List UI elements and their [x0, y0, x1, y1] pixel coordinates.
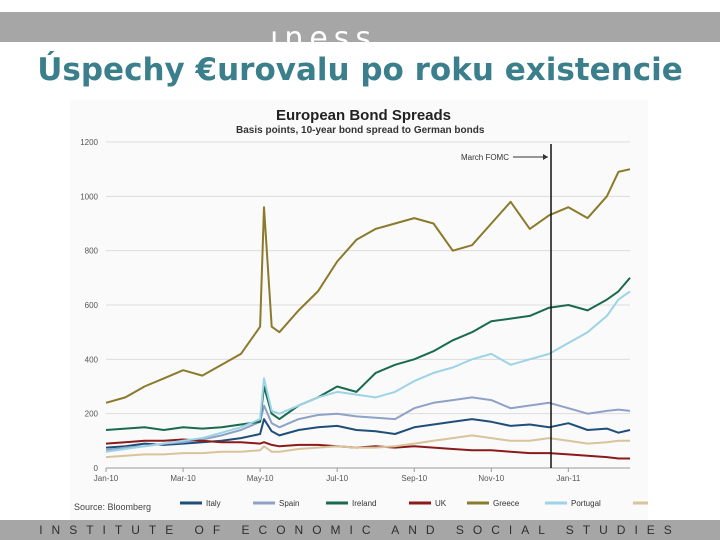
footer-text: INSTITUTE OF ECONOMIC AND SOCIAL STUDIES	[39, 523, 681, 537]
march-fomc-annotation: March FOMC	[461, 144, 552, 468]
chart-title: European Bond Spreads	[276, 107, 451, 124]
legend-label: Greece	[493, 499, 520, 508]
legend-label: Spain	[279, 499, 299, 508]
legend-label: Portugal	[571, 499, 601, 508]
chart-panel: European Bond Spreads Basis points, 10-y…	[70, 100, 688, 520]
x-tick-label: Jul-10	[326, 474, 348, 483]
series-line-italy	[105, 418, 631, 449]
legend-label: Ireland	[352, 499, 376, 508]
annotation-label: March FOMC	[461, 153, 509, 162]
y-tick-label: 1000	[80, 192, 98, 201]
y-tick-label: 0	[94, 464, 99, 473]
series-line-belgium	[105, 434, 630, 459]
y-tick-label: 600	[85, 301, 99, 310]
x-tick-label: Jan-11	[556, 474, 580, 483]
series-line-ireland	[105, 277, 631, 431]
chart-subtitle: Basis points, 10-year bond spread to Ger…	[236, 125, 485, 136]
annotation-arrowhead	[543, 154, 549, 160]
legend-label: Italy	[206, 499, 221, 508]
y-tick-label: 800	[85, 247, 99, 256]
chart-source: Source: Bloomberg	[74, 502, 151, 512]
bond-spreads-chart: European Bond Spreads Basis points, 10-y…	[74, 107, 688, 512]
x-tick-label: Mar-10	[170, 474, 196, 483]
x-axis-ticks: Jan-10 Mar-10 May-10 Jul-10 Sep-10 Nov-10 Jan-…	[94, 468, 581, 483]
slide-title: Úspechy €urovalu po roku existencie	[37, 52, 683, 88]
series-lines	[105, 168, 631, 460]
y-axis-ticks: 0 200 400 600 800 1000 1200	[80, 138, 98, 473]
x-tick-label: Jan-10	[94, 474, 119, 483]
y-tick-label: 200	[85, 410, 99, 419]
footer-bar	[0, 520, 720, 540]
series-line-portugal	[105, 290, 631, 453]
header-bar: ıness	[0, 12, 720, 56]
chart-legend: ItalySpainIrelandUKGreecePortugalBelgium	[180, 499, 688, 508]
x-tick-label: Sep-10	[401, 474, 427, 483]
y-gridlines	[106, 141, 630, 469]
x-tick-label: Nov-10	[478, 474, 504, 483]
series-line-spain	[105, 396, 631, 452]
iness-logo: ıness	[270, 21, 378, 56]
legend-label: UK	[435, 499, 447, 508]
x-tick-label: May-10	[247, 474, 274, 483]
series-line-greece	[105, 168, 631, 404]
y-tick-label: 400	[85, 355, 99, 364]
y-tick-label: 1200	[80, 138, 98, 147]
